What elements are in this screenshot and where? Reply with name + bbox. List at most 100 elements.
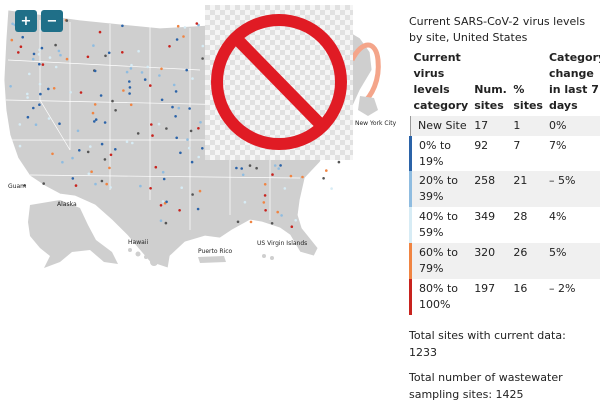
site-dot[interactable] (188, 107, 191, 110)
site-dot[interactable] (187, 146, 191, 150)
site-dot[interactable] (197, 155, 200, 159)
site-dot[interactable] (17, 51, 20, 54)
site-dot[interactable] (71, 177, 75, 180)
site-dot[interactable] (93, 69, 97, 73)
site-dot[interactable] (122, 89, 125, 92)
site-dot[interactable] (47, 87, 50, 91)
site-dot[interactable] (196, 207, 200, 211)
site-dot[interactable] (283, 187, 287, 190)
site-dot[interactable] (150, 123, 153, 126)
site-dot[interactable] (154, 165, 158, 169)
site-dot[interactable] (125, 140, 129, 144)
site-dot[interactable] (236, 220, 240, 224)
site-dot[interactable] (26, 115, 30, 119)
site-dot[interactable] (91, 111, 95, 115)
us-map[interactable]: Guam Alaska Hawaii Puerto Rico US Virgin… (0, 0, 400, 300)
site-dot[interactable] (174, 115, 177, 118)
site-dot[interactable] (139, 184, 142, 188)
site-dot[interactable] (174, 90, 178, 93)
site-dot[interactable] (183, 26, 187, 29)
site-dot[interactable] (79, 91, 83, 94)
site-dot[interactable] (23, 184, 27, 187)
site-dot[interactable] (322, 177, 325, 180)
site-dot[interactable] (111, 99, 114, 103)
site-dot[interactable] (128, 80, 131, 83)
site-dot[interactable] (235, 166, 238, 170)
site-dot[interactable] (74, 184, 78, 187)
site-dot[interactable] (289, 174, 293, 178)
site-dot[interactable] (86, 150, 90, 154)
site-dot[interactable] (18, 144, 22, 148)
site-dot[interactable] (161, 200, 165, 203)
map-area[interactable]: Guam Alaska Hawaii Puerto Rico US Virgin… (0, 0, 400, 418)
site-dot[interactable] (136, 132, 140, 135)
site-dot[interactable] (270, 222, 274, 225)
site-dot[interactable] (10, 38, 14, 42)
site-dot[interactable] (39, 92, 42, 96)
site-dot[interactable] (262, 201, 266, 204)
site-dot[interactable] (121, 51, 124, 54)
site-dot[interactable] (149, 187, 152, 190)
site-dot[interactable] (51, 152, 54, 156)
site-dot[interactable] (78, 149, 81, 152)
site-dot[interactable] (131, 141, 134, 145)
site-dot[interactable] (114, 148, 117, 151)
site-dot[interactable] (107, 51, 111, 55)
site-dot[interactable] (52, 87, 56, 90)
site-dot[interactable] (280, 214, 283, 217)
site-dot[interactable] (180, 186, 183, 189)
site-dot[interactable] (18, 123, 22, 126)
site-dot[interactable] (128, 92, 131, 95)
site-dot[interactable] (38, 82, 42, 86)
site-dot[interactable] (240, 167, 243, 170)
site-dot[interactable] (165, 127, 168, 130)
site-dot[interactable] (42, 182, 45, 185)
site-dot[interactable] (26, 92, 29, 96)
site-dot[interactable] (128, 86, 132, 89)
site-dot[interactable] (160, 98, 164, 102)
site-dot[interactable] (54, 65, 58, 69)
site-dot[interactable] (32, 52, 36, 56)
site-dot[interactable] (197, 23, 200, 27)
site-dot[interactable] (109, 186, 112, 189)
site-dot[interactable] (325, 169, 328, 172)
site-dot[interactable] (191, 77, 194, 80)
zoom-out-button[interactable]: − (41, 10, 63, 32)
site-dot[interactable] (48, 56, 52, 59)
site-dot[interactable] (171, 105, 174, 109)
site-dot[interactable] (104, 54, 107, 58)
site-dot[interactable] (89, 145, 92, 148)
site-dot[interactable] (185, 68, 188, 72)
site-dot[interactable] (264, 209, 267, 212)
site-dot[interactable] (201, 57, 204, 60)
site-dot[interactable] (179, 151, 182, 155)
site-dot[interactable] (175, 38, 179, 41)
site-dot[interactable] (149, 84, 152, 87)
site-dot[interactable] (197, 127, 200, 130)
site-dot[interactable] (114, 109, 117, 112)
site-dot[interactable] (93, 120, 96, 123)
site-dot[interactable] (186, 138, 189, 141)
site-dot[interactable] (271, 173, 274, 176)
site-dot[interactable] (273, 164, 277, 167)
site-dot[interactable] (165, 200, 168, 204)
site-dot[interactable] (108, 166, 111, 170)
site-dot[interactable] (31, 57, 35, 61)
site-dot[interactable] (176, 24, 180, 28)
site-dot[interactable] (177, 106, 181, 110)
site-dot[interactable] (255, 166, 258, 170)
site-dot[interactable] (38, 62, 41, 66)
site-dot[interactable] (37, 53, 41, 56)
site-dot[interactable] (19, 45, 23, 48)
site-dot[interactable] (178, 209, 181, 212)
site-dot[interactable] (103, 158, 107, 161)
site-dot[interactable] (243, 200, 247, 204)
site-dots[interactable] (9, 18, 341, 228)
site-dot[interactable] (190, 160, 194, 164)
site-dot[interactable] (263, 183, 267, 186)
site-dot[interactable] (162, 177, 166, 181)
site-dot[interactable] (337, 160, 341, 164)
site-dot[interactable] (47, 117, 51, 120)
site-dot[interactable] (121, 24, 124, 28)
site-dot[interactable] (290, 225, 294, 228)
